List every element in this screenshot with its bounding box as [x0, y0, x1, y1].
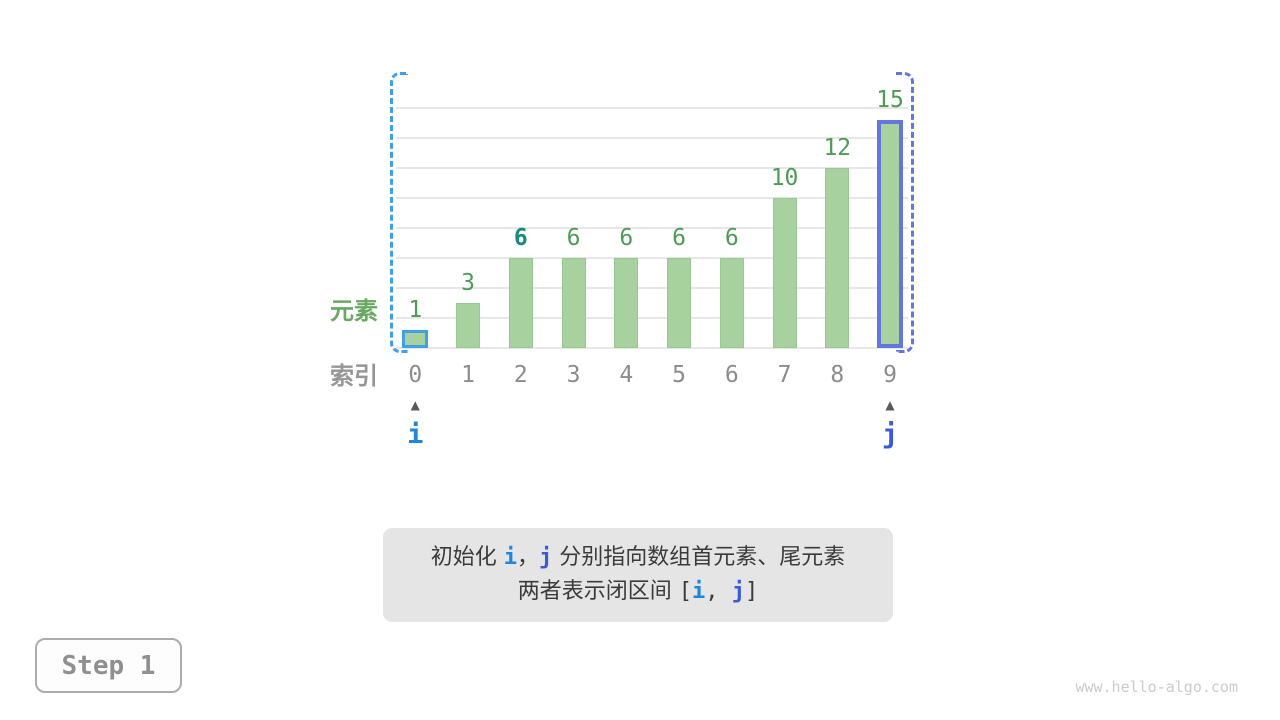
gridline	[396, 167, 908, 169]
step-button: Step 1	[35, 638, 182, 693]
caption-segment: ,	[705, 579, 732, 604]
bar	[561, 258, 586, 348]
bar-value-label: 1	[408, 297, 423, 323]
pointer-caret-icon: ▲	[885, 398, 895, 412]
index-label: 2	[513, 362, 528, 388]
bar-value-label: 6	[513, 225, 528, 251]
index-label: 8	[830, 362, 845, 388]
index-label: 3	[566, 362, 581, 388]
bar	[825, 168, 850, 348]
index-label: 5	[672, 362, 686, 388]
gridline	[396, 137, 908, 139]
gridline	[396, 287, 908, 289]
caption-segment: i	[692, 579, 706, 604]
caption-line: 两者表示闭区间 [i, j]	[518, 575, 759, 609]
bar-value-label: 6	[566, 225, 581, 251]
index-label: 6	[724, 362, 739, 388]
interval-bracket-left	[390, 72, 408, 353]
gridline	[396, 317, 908, 319]
gridline	[396, 107, 908, 109]
caption-segment: 初始化	[430, 545, 504, 570]
bar	[402, 330, 429, 348]
index-label: 9	[883, 362, 897, 388]
index-label: 0	[408, 362, 423, 388]
bar-value-label: 6	[672, 225, 686, 251]
caption-segment: 两者表示闭区间	[517, 579, 679, 604]
caption-segment: ，	[516, 545, 539, 570]
element-axis-label: 元素	[330, 297, 378, 325]
bar	[614, 258, 639, 348]
caption-box: 初始化 i，j 分别指向数组首元素、尾元素 两者表示闭区间 [i, j]	[383, 528, 893, 622]
bar-value-label: 6	[619, 225, 634, 251]
gridline	[396, 347, 908, 349]
caption-segment: i	[503, 545, 517, 570]
caption-line: 初始化 i，j 分别指向数组首元素、尾元素	[431, 541, 846, 575]
bar	[456, 303, 481, 348]
interval-bracket-right	[896, 72, 914, 353]
bar	[877, 120, 904, 348]
index-label: 7	[777, 362, 792, 388]
bar	[508, 258, 533, 348]
pointer-i-label: i	[407, 419, 424, 450]
bar	[719, 258, 744, 348]
gridline	[396, 197, 908, 199]
bar-value-label: 15	[876, 87, 904, 113]
bar-value-label: 10	[770, 165, 799, 191]
watermark: www.hello-algo.com	[1075, 678, 1238, 696]
step-button-label: Step 1	[61, 650, 156, 681]
gridline	[396, 227, 908, 229]
caption-segment: j	[731, 579, 745, 604]
bar-value-label: 12	[823, 135, 852, 161]
bar	[667, 258, 692, 348]
bar-value-label: 3	[461, 270, 475, 296]
pointer-caret-icon: ▲	[410, 398, 420, 412]
index-axis-label: 索引	[330, 362, 378, 390]
bar	[772, 198, 797, 348]
gridline	[396, 257, 908, 259]
index-label: 1	[461, 362, 475, 388]
index-label: 4	[619, 362, 634, 388]
caption-segment: [	[678, 579, 692, 604]
caption-segment: 分别指向数组首元素、尾元素	[552, 545, 846, 570]
bar-value-label: 6	[724, 225, 739, 251]
caption-segment: ]	[745, 579, 759, 604]
pointer-j-label: j	[881, 419, 899, 450]
caption-segment: j	[539, 545, 553, 570]
